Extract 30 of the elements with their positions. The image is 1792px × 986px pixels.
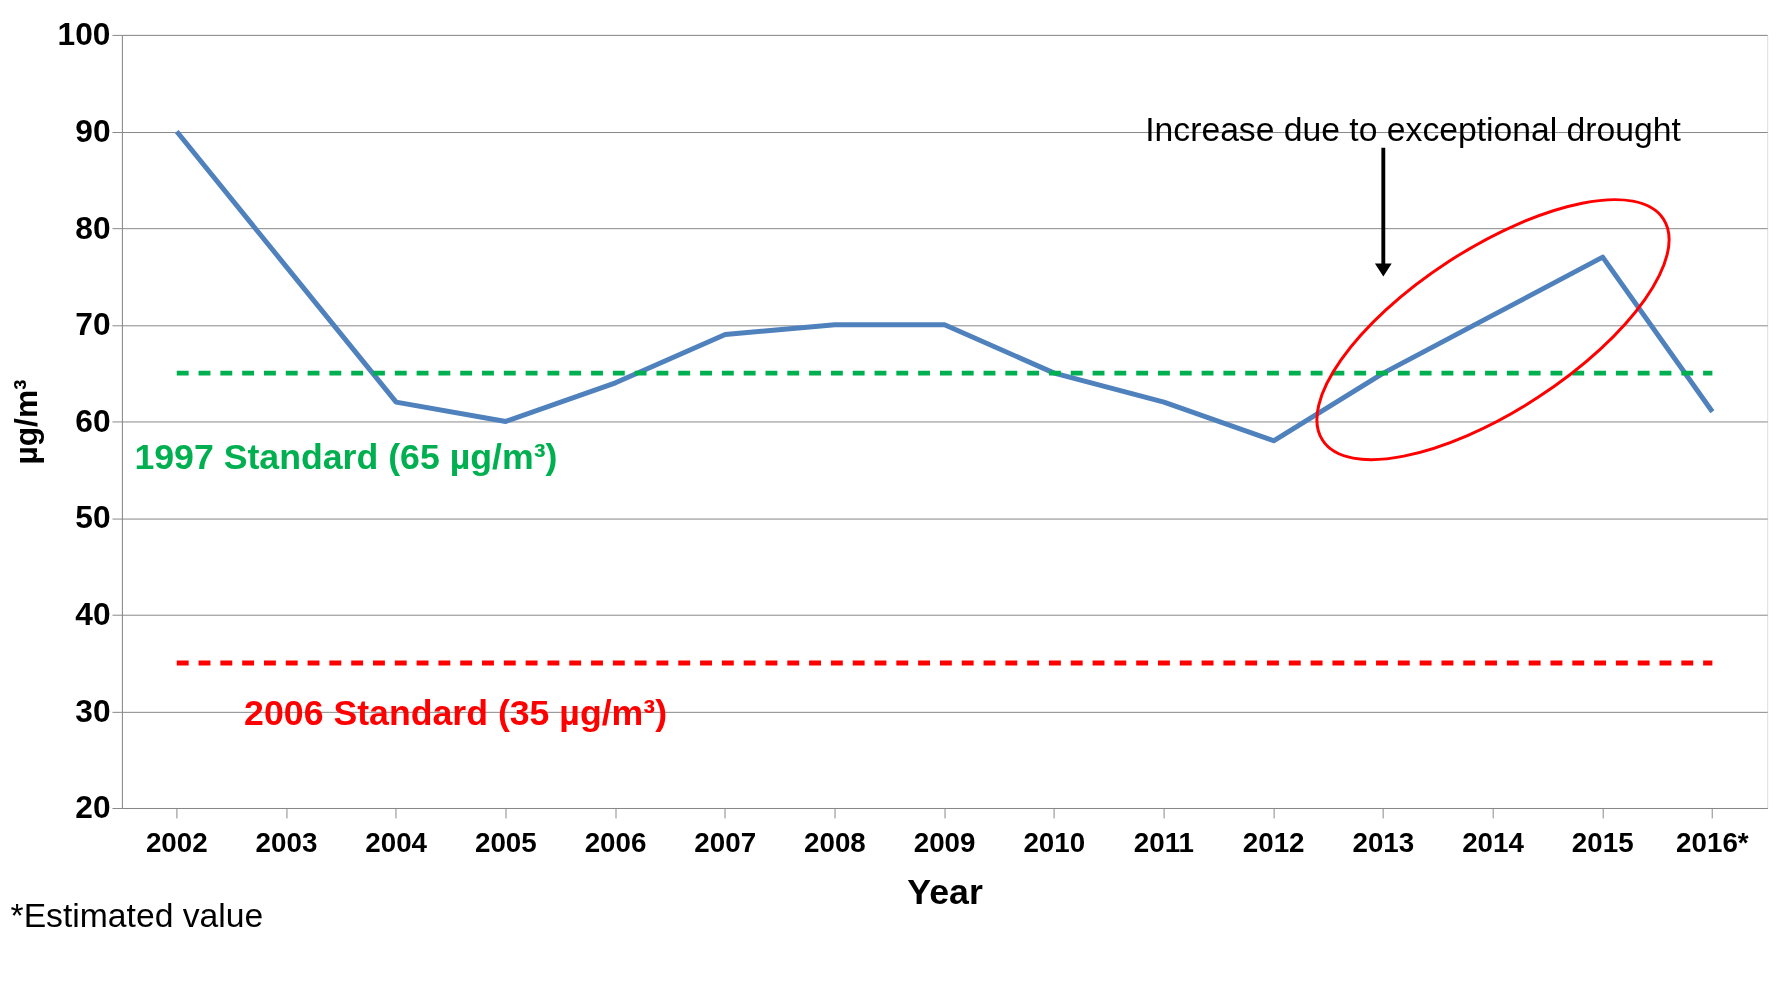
- y-tick-label: 80: [75, 209, 111, 246]
- x-tick-label: 2005: [474, 827, 537, 859]
- y-tick-label: 20: [75, 789, 111, 826]
- x-tick-label: 2011: [1133, 827, 1195, 859]
- x-tick-label: 2004: [365, 827, 428, 859]
- x-tick-label: 2013: [1352, 827, 1415, 859]
- y-tick-label: 50: [75, 499, 111, 536]
- y-tick-label: 60: [75, 402, 111, 439]
- ref-line-label: 1997 Standard (65 µg/m³): [134, 437, 558, 478]
- y-tick-label: 100: [57, 16, 111, 53]
- x-tick-label: 2009: [913, 827, 976, 859]
- x-tick-label: 2003: [255, 827, 318, 859]
- text: *Estimated value: [10, 896, 264, 934]
- y-tick-label: 70: [75, 306, 111, 343]
- ref-line-label: 2006 Standard (35 µg/m³): [244, 693, 668, 734]
- x-tick-label: 2002: [145, 827, 208, 859]
- y-tick-label: 30: [75, 692, 111, 729]
- y-axis-title: µg/m³: [7, 379, 44, 465]
- y-tick-label: 90: [75, 112, 111, 149]
- annotation: Increase due to exceptional drought: [1145, 110, 1682, 148]
- x-tick-label: 2016*: [1676, 827, 1749, 859]
- x-tick-label: 2008: [804, 827, 866, 859]
- x-tick-label: 2014: [1462, 827, 1525, 859]
- y-tick-label: 40: [75, 596, 111, 633]
- x-tick-label: 2015: [1571, 827, 1634, 859]
- x-tick-label: 2007: [694, 827, 757, 859]
- x-tick-label: 2006: [584, 827, 647, 859]
- x-tick-label: 2012: [1242, 827, 1305, 859]
- x-tick-label: 2010: [1023, 827, 1086, 859]
- x-axis-title: Year: [907, 871, 983, 912]
